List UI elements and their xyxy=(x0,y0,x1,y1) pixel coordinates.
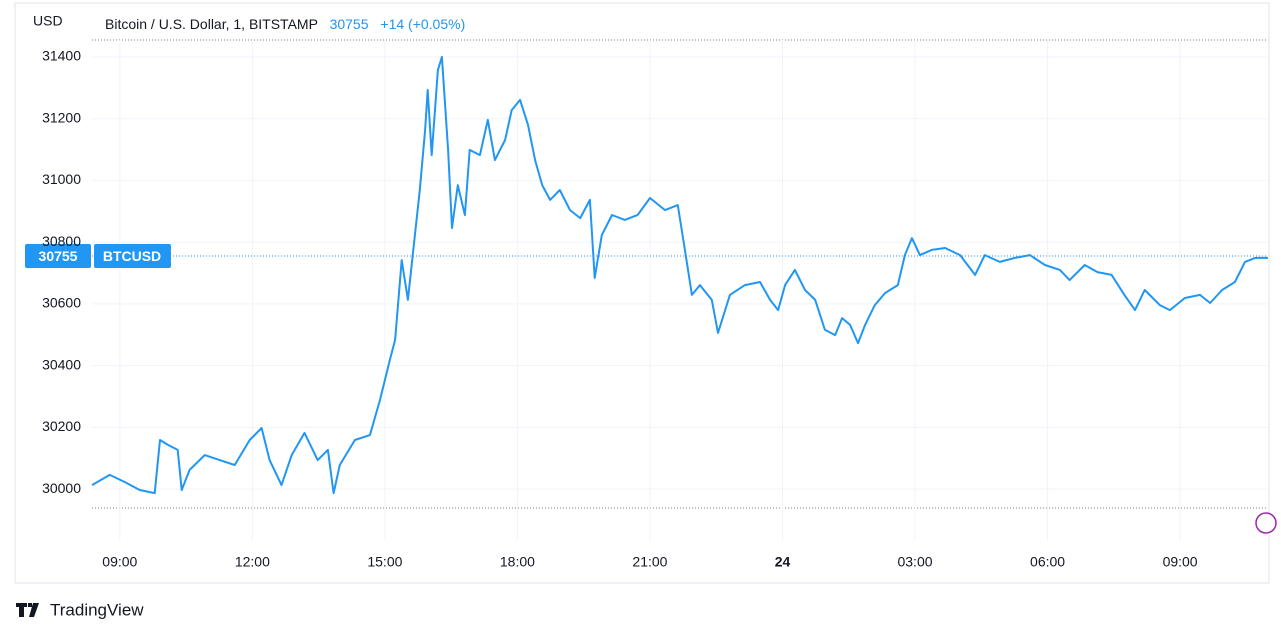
x-tick-label: 09:00 xyxy=(1163,554,1198,570)
price-tags: 30755 BTCUSD xyxy=(25,244,1268,269)
x-tick-label: 24 xyxy=(775,554,791,570)
y-tick-label: 30800 xyxy=(42,233,81,249)
y-tick-label: 30200 xyxy=(42,418,81,434)
symbol-tag-label: BTCUSD xyxy=(103,248,161,264)
chart-title: Bitcoin / U.S. Dollar, 1, BITSTAMP xyxy=(105,16,318,32)
y-tick-label: 31400 xyxy=(42,48,81,64)
price-tag xyxy=(25,244,91,269)
x-tick-label: 12:00 xyxy=(235,554,270,570)
legend: Bitcoin / U.S. Dollar, 1, BITSTAMP 30755… xyxy=(105,16,465,32)
y-tick-label: 31200 xyxy=(42,109,81,125)
x-tick-label: 09:00 xyxy=(102,554,137,570)
x-tick-label: 06:00 xyxy=(1030,554,1065,570)
price-line xyxy=(91,56,1268,495)
symbol-tag xyxy=(94,244,171,269)
x-tick-label: 18:00 xyxy=(500,554,535,570)
event-marker[interactable] xyxy=(1255,512,1277,534)
y-tick-label: 30000 xyxy=(42,480,81,496)
y-tick-label: 31000 xyxy=(42,171,81,187)
last-price: 30755 xyxy=(330,16,369,32)
chart-frame xyxy=(14,2,1270,584)
plot xyxy=(91,56,1268,495)
currency-label: USD xyxy=(33,13,63,29)
y-tick-label: 30600 xyxy=(42,295,81,311)
price-change: +14 (+0.05%) xyxy=(380,16,465,32)
price-tag-label: 30755 xyxy=(39,248,78,264)
x-tick-label: 03:00 xyxy=(897,554,932,570)
x-tick-label: 21:00 xyxy=(632,554,667,570)
y-tick-label: 30400 xyxy=(42,356,81,372)
x-tick-label: 15:00 xyxy=(367,554,402,570)
grid xyxy=(92,40,1268,540)
logo: TradingView xyxy=(16,600,144,619)
logo-icon xyxy=(16,603,39,617)
brand: TradingView xyxy=(50,600,144,619)
